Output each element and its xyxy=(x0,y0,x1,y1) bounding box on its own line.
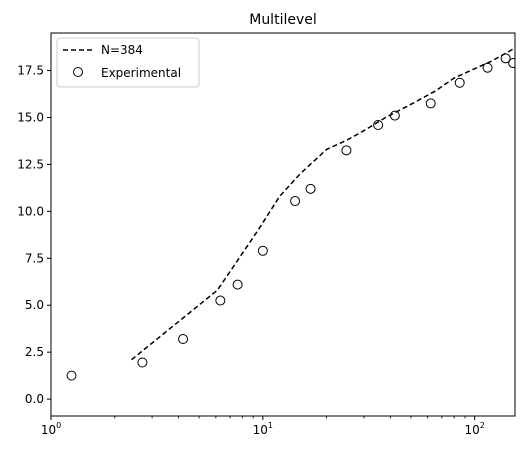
data-point-experimental xyxy=(425,98,436,109)
x-axis: 100 101 102 xyxy=(41,416,485,437)
data-point-experimental xyxy=(508,58,515,69)
data-point-experimental xyxy=(178,334,189,345)
legend: N=384 Experimental xyxy=(56,37,200,88)
y-tick-label: 0.0 xyxy=(25,392,44,406)
x-tick-label: 102 xyxy=(464,421,484,437)
legend-box xyxy=(56,37,200,88)
data-point-experimental xyxy=(389,110,400,121)
legend-label-experimental: Experimental xyxy=(101,66,181,80)
data-point-experimental xyxy=(232,279,243,290)
plot-area xyxy=(66,47,515,381)
y-tick-label: 5.0 xyxy=(25,298,44,312)
data-point-experimental xyxy=(215,295,226,306)
data-point-experimental xyxy=(305,183,316,194)
x-tick-label: 101 xyxy=(253,421,273,437)
legend-label-model: N=384 xyxy=(101,43,143,57)
plot-frame xyxy=(50,32,516,417)
data-point-experimental xyxy=(500,53,511,64)
y-tick-label: 12.5 xyxy=(17,157,44,171)
data-point-experimental xyxy=(482,62,493,73)
data-point-experimental xyxy=(290,196,301,207)
chart-title: Multilevel xyxy=(249,12,317,28)
data-point-experimental xyxy=(137,357,148,368)
data-point-experimental xyxy=(341,145,352,156)
data-point-experimental xyxy=(257,245,268,256)
y-tick-label: 7.5 xyxy=(25,251,44,265)
data-point-experimental xyxy=(373,119,384,130)
y-tick-label: 15.0 xyxy=(17,110,44,124)
y-tick-label: 10.0 xyxy=(17,204,44,218)
data-point-experimental xyxy=(66,370,77,381)
y-tick-label: 17.5 xyxy=(17,64,44,78)
series-line-model xyxy=(131,47,515,361)
data-point-experimental xyxy=(454,77,465,88)
legend-marker-sample xyxy=(73,67,83,77)
y-tick-label: 2.5 xyxy=(25,345,44,359)
y-axis: 0.0 2.5 5.0 7.5 10.0 12.5 15.0 17.5 xyxy=(17,64,51,406)
x-tick-label: 100 xyxy=(41,421,61,437)
